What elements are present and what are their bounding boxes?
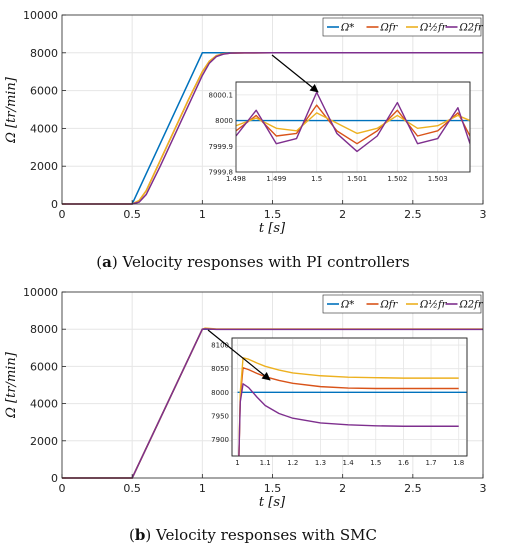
panel-a-inset-xtick-label-1: 1.499: [266, 175, 286, 183]
panel-b-inset-xtick-label-8: 1.8: [453, 459, 464, 467]
panel-b-xtick-label-5: 2.5: [404, 482, 422, 495]
panel-a-label: a: [102, 253, 112, 271]
panel-a-xtick-label-6: 3: [480, 208, 487, 221]
panel-b-inset-xtick-label-3: 1.3: [315, 459, 326, 467]
panel-a-ytick-label-1: 2000: [30, 160, 58, 173]
panel-a-ytick-label-4: 8000: [30, 47, 58, 60]
panel-a-ylabel: Ω [tr/min]: [4, 76, 19, 144]
panel-a-inset-series-line-2: [236, 112, 470, 135]
panel-a-xlabel-text: t [s]: [259, 221, 286, 236]
panel-a-caption: (a) Velocity responses with PI controlle…: [96, 253, 409, 271]
panel-b-ytick-label-1: 2000: [30, 435, 58, 448]
panel-b-inset-xtick-label-0: 1: [235, 459, 239, 467]
panel-a-xtick-label-1: 0.5: [123, 208, 141, 221]
panel-a-inset-xtick-label-2: 1.5: [311, 175, 322, 183]
panel-b-inset-xtick-label-2: 1.2: [287, 459, 298, 467]
panel-b-inset-series-line-1: [238, 367, 459, 456]
panel-b-inset-ytick-label-1: 7950: [211, 412, 229, 420]
panel-a-xlabel: t [s]: [259, 221, 286, 236]
panel-b-xtick-label-6: 3: [480, 482, 487, 495]
panel-b-inset-frame: [231, 337, 468, 457]
panel-b-ylabel: Ω [tr/min]: [4, 351, 19, 419]
panel-a-series-line-3: [62, 52, 483, 205]
panel-a-legend: Ω* Ωfr Ω½fr Ω2fr: [322, 17, 484, 37]
panel-a-legend-label-1: Ωfr: [380, 23, 399, 34]
panel-a-inset-xtick-label-0: 1.498: [226, 175, 246, 183]
panel-b-ytick-label-3: 6000: [30, 360, 58, 373]
panel-a-inset-ytick-label-0: 7999.8: [209, 169, 234, 177]
panel-b-inset-xtick-label-1: 1.1: [260, 459, 271, 467]
panel-b-label: b: [135, 526, 146, 544]
panel-a-inset-ytick-label-2: 8000: [215, 117, 233, 125]
panel-a-inset-xtick-label-4: 1.502: [387, 175, 407, 183]
panel-b-legend-label-1: Ωfr: [380, 300, 399, 311]
panel-b-caption-text: Velocity responses with SMC: [155, 526, 377, 544]
panel-a-ytick-label-2: 4000: [30, 122, 58, 135]
panel-b-inset: 1 1.1 1.2 1.3 1.4 1.5 1.6 1.7 1.8 7900 7950 8000 805…: [207, 329, 468, 467]
panel-a-xtick-label-5: 2.5: [404, 208, 422, 221]
panel-b-ytick-label-4: 8000: [30, 323, 58, 336]
panel-a-inset-xtick-label-3: 1.501: [347, 175, 367, 183]
panel-a-ylabel-text: Ω [tr/min]: [4, 76, 19, 144]
panel-b-inset-ytick-label-4: 8100: [211, 342, 229, 350]
panel-b-legend-label-3: Ω2fr: [459, 300, 484, 311]
panel-a-ytick-label-3: 6000: [30, 85, 58, 98]
panel-a-ytick-label-5: 10000: [23, 9, 58, 22]
panel-a-chart: 0 0.5 1 1.5 2 2.5 3 0 2000 4000 6000 8000 10000 1.49…: [4, 9, 487, 271]
panel-a-inset-series-line-3: [236, 91, 470, 153]
panel-b-legend-label-0: Ω*: [340, 300, 354, 311]
panel-a-xtick-label-0: 0: [59, 208, 66, 221]
panel-a-inset-border: [235, 81, 471, 173]
panel-b-inset-ytick-label-3: 8050: [211, 365, 229, 373]
panel-b-xtick-label-0: 0: [59, 482, 66, 495]
panel-b-inset-border: [231, 337, 468, 457]
panel-b-inset-ytick-label-0: 7900: [211, 436, 229, 444]
panel-a-ytick-label-0: 0: [51, 198, 58, 211]
panel-a-xtick-label-3: 1.5: [264, 208, 282, 221]
panel-b-legend-box: [322, 294, 482, 314]
panel-a-inset-frame: [235, 81, 471, 173]
panel-a-legend-label-2: Ω½fr: [419, 23, 448, 34]
panel-a-inset-xtick-label-5: 1.503: [428, 175, 448, 183]
panel-a-tick-labels: 0 0.5 1 1.5 2 2.5 3 0 2000 4000 6000 8000 10000: [23, 9, 487, 221]
panel-a-caption-text: Velocity responses with PI controllers: [121, 253, 409, 271]
panel-b-legend-label-2: Ω½fr: [419, 300, 448, 311]
panel-a-legend-box: [322, 17, 482, 37]
panel-b-zoom-arrow: [207, 329, 271, 381]
panel-a-xtick-label-2: 1: [199, 208, 206, 221]
panel-b-inset-series-line-3: [238, 383, 459, 456]
panel-a-inset-series: [236, 91, 470, 153]
panel-b-ytick-label-5: 10000: [23, 286, 58, 299]
panel-b-inset-xtick-label-5: 1.5: [370, 459, 381, 467]
panel-b-caption: (b) Velocity responses with SMC: [129, 526, 377, 544]
panel-a-inset-series-line-1: [236, 104, 470, 145]
panel-b-xtick-label-3: 1.5: [264, 482, 282, 495]
panel-a-xtick-label-4: 2: [339, 208, 346, 221]
panel-b-inset-xtick-label-6: 1.6: [398, 459, 410, 467]
panel-a-legend-label-3: Ω2fr: [459, 23, 484, 34]
panel-a-inset-ytick-label-3: 8000.1: [209, 91, 234, 99]
panel-b-inset-series: [237, 357, 467, 456]
panel-a-inset: 1.498 1.499 1.5 1.501 1.502 1.503 7999.8 7999.9…: [209, 54, 471, 183]
panel-b-inset-xtick-label-4: 1.4: [343, 459, 355, 467]
panel-b-chart: 0 0.5 1 1.5 2 2.5 3 0 2000 4000 6000 8000 10000 1 1.1…: [4, 286, 487, 544]
panel-b-ylabel-text: Ω [tr/min]: [4, 351, 19, 419]
panel-b-inset-xtick-label-7: 1.7: [425, 459, 436, 467]
panel-b-ytick-label-2: 4000: [30, 398, 58, 411]
panel-b-tick-labels: 0 0.5 1 1.5 2 2.5 3 0 2000 4000 6000 8000 10000: [23, 286, 487, 495]
panel-b-ytick-label-0: 0: [51, 472, 58, 485]
panel-b-xtick-label-1: 0.5: [123, 482, 141, 495]
panel-b-xtick-label-2: 1: [199, 482, 206, 495]
panel-a-zoom-arrow: [271, 54, 319, 93]
panel-b-legend: Ω* Ωfr Ω½fr Ω2fr: [322, 294, 484, 314]
panel-a-legend-label-0: Ω*: [340, 23, 354, 34]
panel-b-xlabel-text: t [s]: [259, 495, 286, 510]
panel-b-xtick-label-4: 2: [339, 482, 346, 495]
panel-a-inset-ytick-label-1: 7999.9: [209, 143, 234, 151]
panel-b-xlabel: t [s]: [259, 495, 286, 510]
panel-b-inset-ytick-label-2: 8000: [211, 389, 229, 397]
panel-b-inset-series-line-2: [238, 357, 459, 456]
